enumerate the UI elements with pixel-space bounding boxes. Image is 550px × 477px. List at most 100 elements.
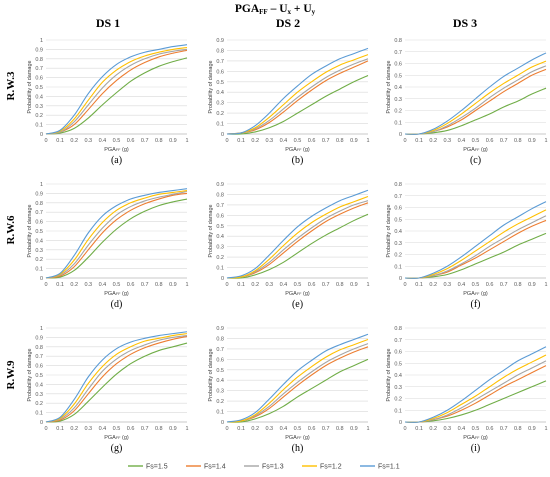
y-tick-label: 0 [40,132,43,138]
x-tick-label: 0.7 [141,426,149,432]
legend-item: Fs=1.4 [186,464,226,471]
y-tick-label: 0.3 [35,392,43,398]
x-tick-label: 0.8 [336,138,344,144]
y-tick-label: 0.5 [35,373,43,379]
x-tick-label: 1 [544,138,547,144]
y-tick-label: 0.6 [35,76,43,82]
series-line-fs-1-3 [45,48,188,135]
y-axis-label: Probability of damage [208,60,214,113]
x-tick-label: 0 [225,138,228,144]
x-axis-label: PGAFF (g) [104,147,129,153]
series-line-fs-1-1 [226,47,369,135]
series-line-fs-1-1 [404,346,547,423]
y-tick-label: 0.5 [216,368,224,374]
x-tick-label: 0.3 [84,138,92,144]
series-line-fs-1-3 [404,215,547,279]
x-tick-label: 0.4 [99,282,107,288]
x-tick-label: 0.7 [141,282,149,288]
x-tick-label: 0.9 [528,282,536,288]
series-line-fs-1-5 [404,232,547,279]
x-tick-label: 0.1 [415,426,423,432]
x-tick-label: 0.1 [56,138,64,144]
series-line-fs-1-5 [226,358,369,423]
row-title-rw9: R.W.9 [5,360,17,389]
x-tick-label: 0.1 [56,282,64,288]
x-tick-label: 0.3 [265,426,273,432]
series-line-fs-1-2 [404,60,547,135]
x-tick-label: 0.2 [70,282,78,288]
legend-item: Fs=1.3 [244,464,284,471]
y-tick-label: 0.8 [394,38,402,44]
x-tick-label: 0.5 [294,426,302,432]
y-tick-label: 0.5 [394,73,402,79]
series-line-fs-1-4 [45,192,188,279]
y-axis-label: Probability of damage [386,60,392,113]
x-tick-label: 0 [44,426,47,432]
x-tick-label: 0.5 [113,138,121,144]
y-tick-label: 0.3 [394,97,402,103]
column-title-ds3: DS 3 [453,16,477,30]
series-line-fs-1-4 [404,68,547,135]
x-axis-label: PGAFF (g) [285,147,310,153]
panel-letter: (e) [292,299,303,310]
x-tick-label: 1 [366,138,369,144]
x-tick-label: 0 [403,426,406,432]
x-tick-label: 0.1 [237,282,245,288]
y-tick-label: 0.8 [216,48,224,54]
legend: Fs=1.5 Fs=1.4 Fs=1.3 Fs=1.2 Fs=1.1 [128,464,400,471]
series-line-fs-1-2 [404,354,547,423]
x-tick-label: 0.3 [265,138,273,144]
y-tick-label: 0.8 [394,182,402,188]
y-tick-label: 0.2 [216,399,224,405]
x-tick-label: 0.2 [251,426,259,432]
y-tick-label: 0 [399,420,402,426]
y-tick-label: 0.5 [216,224,224,230]
series-line-fs-1-5 [45,342,188,423]
series-line-fs-1-3 [404,65,547,135]
x-tick-label: 0.8 [514,282,522,288]
y-tick-label: 0.1 [35,267,43,273]
x-tick-label: 0 [225,282,228,288]
y-tick-label: 0.2 [394,253,402,259]
x-tick-label: 0.9 [169,138,177,144]
series-line-fs-1-3 [404,360,547,423]
y-axis-label: Probability of damage [208,204,214,257]
x-tick-label: 0.4 [458,138,466,144]
x-tick-label: 0.7 [322,426,330,432]
chart-panel-h: 0 0.1 0.2 0.3 0.4 0.5 0.6 0.7 0.8 0.9 0 0.1 0.2 0.3 0.… [208,326,370,454]
series-line-fs-1-5 [404,380,547,423]
panel-letter: (a) [111,155,122,166]
x-tick-label: 0.5 [113,426,121,432]
series-line-fs-1-5 [45,57,188,135]
legend-label: Fs=1.4 [204,464,226,471]
x-tick-label: 0.9 [350,138,358,144]
y-tick-label: 0.4 [216,90,224,96]
y-tick-label: 0.4 [216,234,224,240]
x-tick-label: 0.2 [251,282,259,288]
y-tick-label: 0.9 [216,182,224,188]
series-line-fs-1-5 [226,75,369,135]
y-tick-label: 0.7 [216,203,224,209]
column-title-ds2: DS 2 [276,16,300,30]
series-line-fs-1-2 [404,209,547,279]
x-tick-label: 0.4 [280,138,288,144]
x-tick-label: 0.6 [308,426,316,432]
y-tick-label: 0.3 [394,385,402,391]
y-tick-label: 0.5 [35,85,43,91]
row-title-rw6: R.W.6 [5,215,17,244]
series-line-fs-1-2 [226,54,369,135]
series-line-fs-1-2 [45,46,188,135]
panel-letter: (i) [471,443,480,454]
x-tick-label: 0.3 [84,426,92,432]
y-axis-label: Probability of damage [27,204,33,257]
legend-label: Fs=1.5 [146,464,168,471]
x-axis-label: PGAFF (g) [463,291,488,297]
y-tick-label: 0.1 [394,264,402,270]
y-tick-label: 0.8 [35,345,43,351]
y-axis-label: Probability of damage [27,60,33,113]
panel-letter: (d) [111,299,123,310]
series-line-fs-1-2 [45,190,188,279]
y-tick-label: 0.9 [35,47,43,53]
series-line-fs-1-5 [404,87,547,135]
y-tick-label: 0.6 [394,350,402,356]
